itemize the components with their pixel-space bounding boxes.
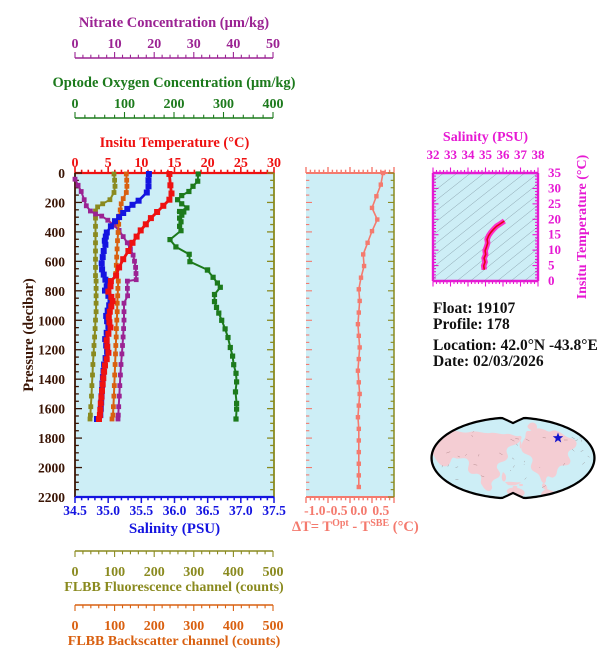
- svg-text:100: 100: [114, 97, 135, 112]
- svg-text:1200: 1200: [38, 343, 65, 358]
- svg-text:36: 36: [497, 147, 511, 162]
- svg-text:35.5: 35.5: [130, 503, 154, 518]
- svg-text:500: 500: [263, 619, 284, 634]
- svg-text:20: 20: [147, 37, 161, 52]
- svg-text:2000: 2000: [38, 461, 65, 476]
- svg-text:100: 100: [104, 619, 125, 634]
- svg-text:37.0: 37.0: [229, 503, 253, 518]
- svg-text:2200: 2200: [38, 490, 65, 505]
- svg-text:10: 10: [108, 37, 122, 52]
- svg-text:Location: 42.0°N -43.8°E: Location: 42.0°N -43.8°E: [433, 337, 598, 354]
- svg-text:0: 0: [72, 565, 79, 580]
- svg-text:33: 33: [444, 147, 458, 162]
- svg-text:Nitrate Concentration (μm/kg): Nitrate Concentration (μm/kg): [79, 15, 269, 31]
- svg-text:37: 37: [514, 147, 528, 162]
- svg-text:300: 300: [213, 97, 234, 112]
- svg-text:Insitu Temperature (°C): Insitu Temperature (°C): [100, 135, 250, 151]
- svg-text:38: 38: [532, 147, 546, 162]
- svg-text:Float: 19107: Float: 19107: [433, 300, 515, 317]
- svg-text:0: 0: [72, 619, 79, 634]
- svg-text:50: 50: [266, 37, 280, 52]
- svg-text:30: 30: [187, 37, 201, 52]
- svg-text:600: 600: [45, 254, 66, 269]
- svg-text:34.5: 34.5: [63, 503, 87, 518]
- svg-text:1400: 1400: [38, 372, 65, 387]
- svg-text:Pressure (decibar): Pressure (decibar): [21, 278, 37, 392]
- svg-text:20: 20: [548, 211, 561, 226]
- svg-text:300: 300: [183, 565, 204, 580]
- svg-text:200: 200: [144, 619, 165, 634]
- svg-text:36.0: 36.0: [163, 503, 187, 518]
- svg-text:FLBB Fluorescence channel (cou: FLBB Fluorescence channel (counts): [64, 580, 284, 595]
- svg-text:0: 0: [58, 166, 65, 181]
- svg-text:Salinity (PSU): Salinity (PSU): [443, 130, 529, 145]
- svg-text:1000: 1000: [38, 313, 65, 328]
- svg-text:0: 0: [548, 273, 555, 288]
- svg-text:0: 0: [72, 97, 79, 112]
- svg-text:400: 400: [223, 619, 244, 634]
- svg-text:500: 500: [263, 565, 284, 580]
- svg-text:Profile: 178: Profile: 178: [433, 316, 510, 333]
- svg-text:34: 34: [462, 147, 476, 162]
- svg-text:0: 0: [72, 37, 79, 52]
- svg-text:35.0: 35.0: [96, 503, 120, 518]
- svg-text:400: 400: [263, 97, 284, 112]
- svg-text:0.5: 0.5: [372, 503, 389, 518]
- svg-text:10: 10: [548, 242, 561, 257]
- svg-text:Insitu Temperature (°C): Insitu Temperature (°C): [575, 154, 590, 299]
- svg-text:200: 200: [45, 195, 66, 210]
- svg-text:FLBB Backscatter channel (coun: FLBB Backscatter channel (counts): [68, 634, 281, 649]
- svg-text:25: 25: [548, 196, 562, 211]
- svg-text:Salinity (PSU): Salinity (PSU): [129, 521, 220, 537]
- svg-text:32: 32: [427, 147, 440, 162]
- svg-text:1800: 1800: [38, 431, 65, 446]
- svg-text:300: 300: [183, 619, 204, 634]
- svg-text:Date: 02/03/2026: Date: 02/03/2026: [433, 353, 544, 370]
- svg-text:-1.0: -1.0: [304, 503, 326, 518]
- svg-text:40: 40: [226, 37, 240, 52]
- svg-text:0.0: 0.0: [350, 503, 367, 518]
- svg-text:30: 30: [548, 180, 561, 195]
- svg-text:400: 400: [45, 225, 66, 240]
- svg-text:200: 200: [164, 97, 185, 112]
- svg-text:37.5: 37.5: [262, 503, 286, 518]
- svg-text:5: 5: [548, 258, 555, 273]
- svg-text:36.5: 36.5: [196, 503, 220, 518]
- svg-text:35: 35: [479, 147, 493, 162]
- svg-text:1600: 1600: [38, 402, 65, 417]
- svg-text:ΔT= TOpt - TSBE (°C): ΔT= TOpt - TSBE (°C): [292, 518, 419, 535]
- svg-text:100: 100: [104, 565, 125, 580]
- svg-text:35: 35: [548, 165, 562, 180]
- svg-text:-0.5: -0.5: [326, 503, 348, 518]
- svg-text:200: 200: [144, 565, 165, 580]
- svg-text:800: 800: [45, 284, 66, 299]
- svg-text:400: 400: [223, 565, 244, 580]
- svg-text:15: 15: [548, 227, 562, 242]
- svg-text:Optode Oxygen Concentration (μ: Optode Oxygen Concentration (μm/kg): [52, 75, 295, 91]
